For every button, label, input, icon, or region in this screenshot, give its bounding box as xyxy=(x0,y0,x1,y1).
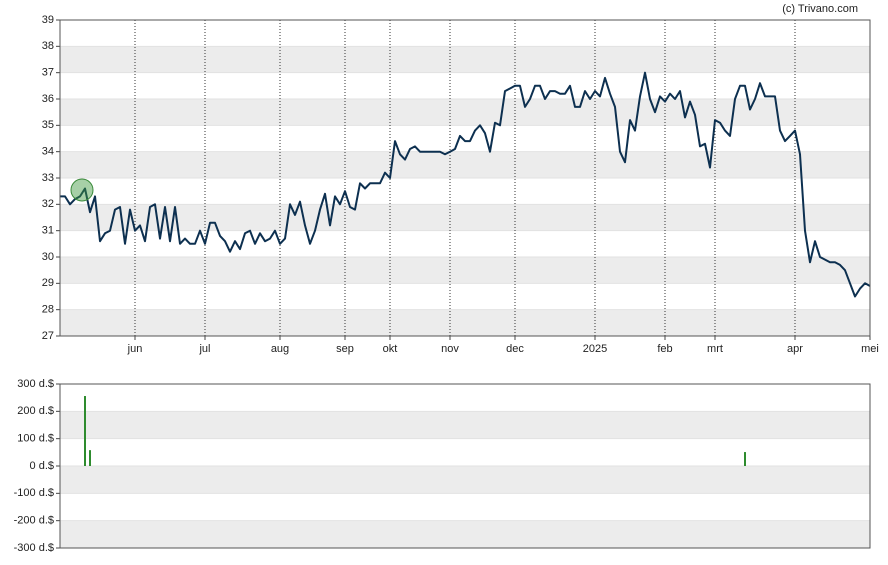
x-tick-label: okt xyxy=(383,343,398,355)
x-tick-label: apr xyxy=(787,343,803,355)
grid-band xyxy=(60,520,870,548)
x-tick-label: 2025 xyxy=(583,343,607,355)
x-tick-label: sep xyxy=(336,343,354,355)
x-tick-label: aug xyxy=(271,343,289,355)
grid-band xyxy=(60,257,870,284)
source-label: (c) Trivano.com xyxy=(782,3,858,15)
y-tick-label: -100 d.$ xyxy=(14,487,54,499)
y-tick-label: 300 d.$ xyxy=(17,378,54,390)
y-tick-label: -300 d.$ xyxy=(14,542,54,554)
x-tick-label: mei xyxy=(861,343,879,355)
y-tick-label: 28 xyxy=(42,304,54,316)
grid-band xyxy=(60,204,870,231)
y-tick-label: 35 xyxy=(42,119,54,131)
grid-band xyxy=(60,46,870,73)
y-tick-label: 38 xyxy=(42,40,54,52)
y-tick-label: 27 xyxy=(42,330,54,342)
y-tick-label: 29 xyxy=(42,277,54,289)
price-line xyxy=(60,71,871,298)
volume-bar xyxy=(89,450,91,466)
x-tick-label: jul xyxy=(198,343,210,355)
grid-band xyxy=(60,151,870,178)
x-tick-label: nov xyxy=(441,343,459,355)
y-tick-label: 0 d.$ xyxy=(30,460,54,472)
grid-band xyxy=(60,411,870,439)
x-tick-label: dec xyxy=(506,343,524,355)
y-tick-label: 33 xyxy=(42,172,54,184)
y-tick-label: 200 d.$ xyxy=(17,405,54,417)
y-tick-label: 100 d.$ xyxy=(17,433,54,445)
y-tick-label: -200 d.$ xyxy=(14,515,54,527)
y-tick-label: 31 xyxy=(42,225,54,237)
plot-frame xyxy=(59,19,871,337)
y-tick-label: 34 xyxy=(42,146,54,158)
grid-band xyxy=(60,466,870,494)
x-tick-label: mrt xyxy=(707,343,723,355)
plot-frame xyxy=(59,383,871,549)
y-tick-label: 39 xyxy=(42,14,54,26)
y-tick-label: 36 xyxy=(42,93,54,105)
y-tick-label: 30 xyxy=(42,251,54,263)
y-tick-label: 37 xyxy=(42,67,54,79)
grid-band xyxy=(60,309,870,336)
volume-bar xyxy=(84,396,86,466)
event-marker xyxy=(70,178,94,202)
y-tick-label: 32 xyxy=(42,198,54,210)
volume-bar xyxy=(744,452,746,466)
x-tick-label: feb xyxy=(657,343,672,355)
x-tick-label: jun xyxy=(127,343,143,355)
